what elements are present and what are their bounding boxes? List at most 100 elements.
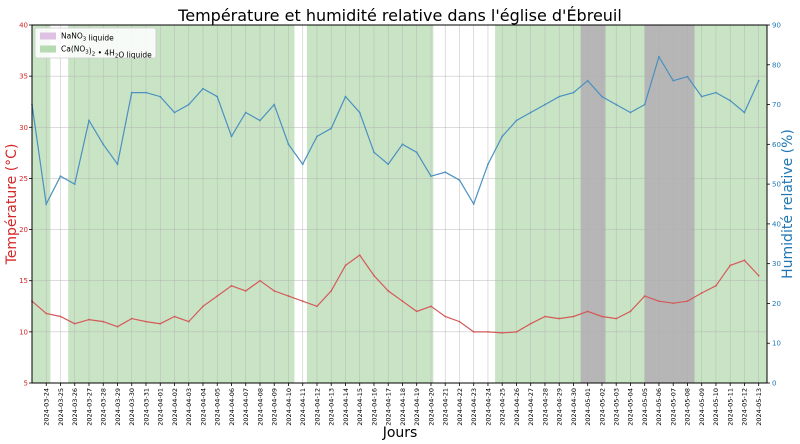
y-axis-right-label: Humidité relative (%) <box>780 129 796 279</box>
temperature-point <box>544 315 546 318</box>
legend-box <box>34 27 157 59</box>
humidity-point <box>757 79 760 82</box>
humidity-point <box>444 171 447 174</box>
series-layer <box>31 55 760 334</box>
x-tick-label: 2024-03-26 <box>71 388 79 426</box>
x-tick-label: 2024-04-14 <box>342 388 350 426</box>
legend-text-part: 3 <box>83 37 87 43</box>
temperature-series-line <box>31 254 760 334</box>
x-axis-label: Jours <box>382 425 418 441</box>
x-tick-label: 2024-03-28 <box>100 388 108 426</box>
humidity-point <box>700 95 703 98</box>
humidity-point <box>244 111 247 114</box>
humidity-point <box>216 95 219 98</box>
y-axis-left-label: Température (°C) <box>4 144 20 266</box>
temperature-point <box>615 317 618 320</box>
humidity-point <box>159 95 162 98</box>
humidity-point <box>572 91 575 94</box>
x-tick-label: 2024-05-08 <box>684 388 692 426</box>
temperature-point <box>757 274 760 277</box>
temperature-point <box>729 264 732 267</box>
x-tick-label: 2024-04-27 <box>527 388 535 426</box>
x-tick-label: 2024-04-12 <box>313 388 321 426</box>
humidity-point <box>287 143 290 146</box>
ca-nitrate-zone <box>306 25 434 383</box>
y-left-tick-label: 15 <box>19 277 28 285</box>
temperature-point <box>743 259 746 262</box>
humidity-point <box>544 103 546 106</box>
temperature-point <box>387 290 390 292</box>
x-tick-label: 2024-04-21 <box>442 388 450 426</box>
x-tick-label: 2024-05-05 <box>641 388 649 426</box>
temperature-point <box>259 279 261 282</box>
x-tick-label: 2024-04-26 <box>513 388 521 426</box>
x-tick-label: 2024-05-11 <box>727 388 735 426</box>
humidity-point <box>458 179 461 182</box>
temperature-point <box>487 330 489 333</box>
temperature-point <box>130 317 133 320</box>
x-tick-label: 2024-04-04 <box>199 388 207 426</box>
x-tick-label: 2024-03-31 <box>142 388 150 426</box>
temperature-point <box>501 331 504 334</box>
x-tick-label: 2024-04-06 <box>228 388 236 426</box>
temperature-point <box>572 315 575 318</box>
x-tick-label: 2024-04-28 <box>541 388 549 426</box>
temperature-point <box>45 312 48 315</box>
temperature-point <box>430 305 432 308</box>
humidity-point <box>586 79 589 82</box>
x-tick-label: 2024-04-25 <box>499 388 507 426</box>
legend-text-part: ) <box>89 47 92 56</box>
humidity-point <box>658 55 660 58</box>
temperature-point <box>244 290 247 292</box>
temperature-point <box>586 310 589 313</box>
temperature-point <box>344 264 347 267</box>
x-tick-label: 2024-04-30 <box>570 388 578 426</box>
phase-zones <box>32 25 767 383</box>
y-right-tick-label: 70 <box>772 101 781 109</box>
temperature-point <box>216 295 219 297</box>
temperature-point <box>358 254 361 257</box>
temperature-point <box>273 290 276 292</box>
x-tick-label: 2024-05-03 <box>613 388 621 426</box>
chart-title: Température et humidité relative dans l'… <box>177 6 622 25</box>
temperature-point <box>700 292 703 294</box>
x-tick-label: 2024-04-10 <box>285 388 293 426</box>
y-right-tick-label: 80 <box>772 61 781 69</box>
y-right-tick-label: 60 <box>772 141 781 149</box>
legend-swatch <box>40 45 56 53</box>
x-tick-label: 2024-05-02 <box>598 388 606 426</box>
legend-text-part: 2 <box>92 52 96 58</box>
legend-text-part: Ca(NO <box>61 45 85 54</box>
x-tick-label: 2024-05-01 <box>584 388 592 426</box>
grid-lines <box>32 24 767 384</box>
y-left-tick-label: 25 <box>19 175 28 183</box>
x-tick-label: 2024-04-17 <box>385 388 393 426</box>
humidity-point <box>316 135 318 138</box>
temperature-point <box>558 317 561 320</box>
x-tick-label: 2024-03-27 <box>85 388 93 426</box>
humidity-point <box>487 163 489 166</box>
legend-text-part: 2 <box>115 54 119 60</box>
temperature-point <box>88 318 90 321</box>
humidity-point <box>430 175 432 178</box>
x-tick-label: 2024-05-10 <box>712 388 720 426</box>
x-tick-label: 2024-04-03 <box>185 388 193 426</box>
x-tick-label: 2024-04-16 <box>370 388 378 426</box>
y-left-tick-label: 30 <box>19 124 28 132</box>
legend-entry: Ca(NO3)2 • 4H2O liquide <box>61 45 152 60</box>
temperature-point <box>102 320 105 323</box>
humidity-series-line <box>31 55 760 206</box>
humidity-point <box>130 91 133 94</box>
x-tick-label: 2024-05-12 <box>741 388 749 426</box>
humidity-point <box>73 183 76 186</box>
x-tick-label: 2024-04-18 <box>399 388 407 426</box>
x-tick-label: 2024-05-06 <box>655 388 663 426</box>
temperature-point <box>658 300 660 303</box>
temperature-point <box>116 325 119 328</box>
humidity-point <box>202 87 204 90</box>
x-tick-label: 2024-04-29 <box>556 388 564 426</box>
humidity-point <box>686 75 689 78</box>
humidity-point <box>330 127 333 130</box>
